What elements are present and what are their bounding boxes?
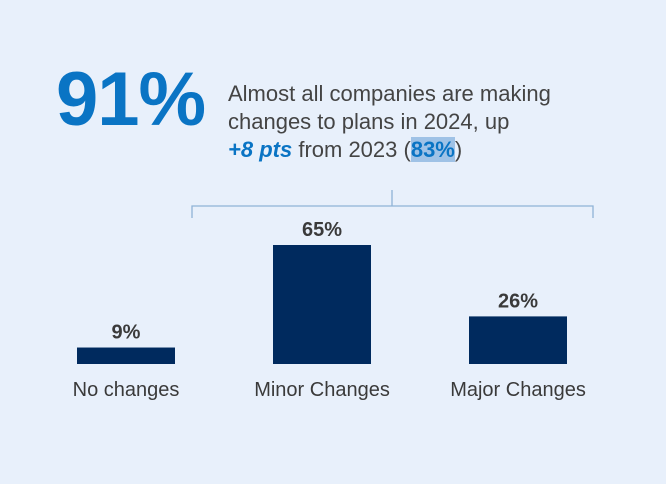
headline-line-2: changes to plans in 2024, up (228, 109, 510, 134)
category-label: No changes (73, 379, 180, 401)
headline-text: Almost all companies are making changes … (228, 80, 628, 164)
grouping-bracket (191, 190, 594, 218)
headline-delta: +8 pts (228, 137, 293, 162)
category-label: Major Changes (450, 379, 586, 401)
headline-stat: 91% (56, 57, 206, 142)
value-label: 65% (302, 219, 342, 241)
value-label: 26% (498, 290, 538, 312)
bar-minor-changes (273, 245, 371, 364)
headline-prev-value: 83% (410, 137, 455, 162)
bar-group: 9% No changes 65% Minor Changes 26% Major Cha… (73, 219, 586, 401)
bar-major-changes (469, 316, 567, 364)
value-label: 9% (112, 322, 141, 344)
category-label: Minor Changes (254, 379, 390, 401)
bar-no-changes (77, 347, 175, 364)
headline-close-paren: ) (454, 137, 463, 162)
headline-line-1: Almost all companies are making (228, 81, 551, 106)
headline-from-text: from 2023 ( (298, 137, 411, 162)
